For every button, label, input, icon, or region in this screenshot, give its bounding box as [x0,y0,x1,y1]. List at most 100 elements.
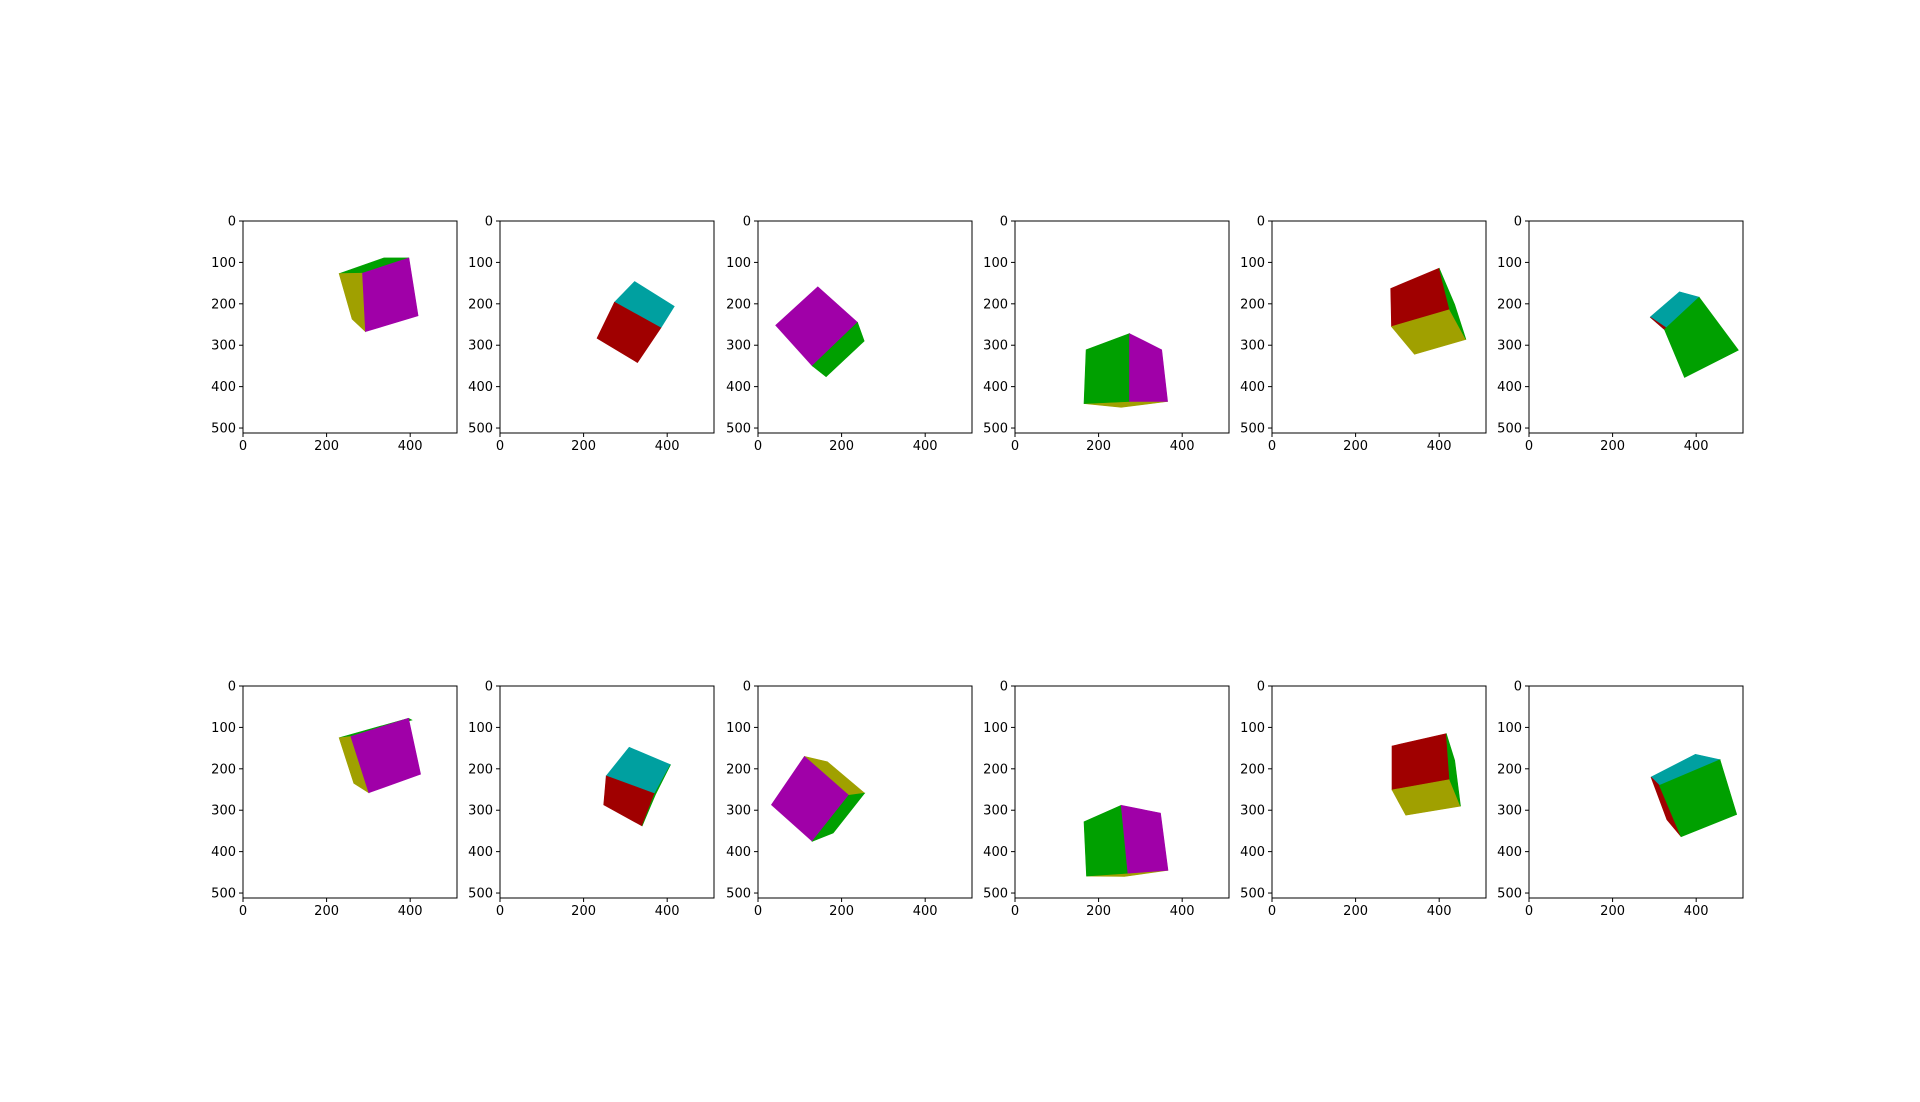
y-tick-label: 500 [726,422,751,437]
y-tick-label: 100 [468,721,493,736]
y-tick-label: 400 [468,845,493,860]
subplot-6: 0 200 400 0 100 200 300 400 500 [1497,215,1744,454]
axes-frame [242,685,458,899]
subplot-9: 0 200 400 0 100 200 300 400 500 [726,680,973,919]
y-tick-label: 400 [468,380,493,395]
rendered-cube-image [1083,333,1168,408]
x-tick-label: 200 [1343,904,1368,919]
x-tick-label: 400 [1427,439,1452,454]
y-tick-label: 0 [1000,680,1008,695]
y-tick-label: 100 [211,256,236,271]
x-tick-label: 0 [1268,439,1276,454]
cube-face-magenta [1120,804,1169,874]
subplot-3: 0 200 400 0 100 200 300 400 500 [726,215,973,454]
rendered-cube-image [603,746,671,827]
subplot-8: 0 200 400 0 100 200 300 400 500 [468,680,715,919]
y-tick-label: 400 [1497,380,1522,395]
x-tick-label: 200 [314,904,339,919]
y-tick-label: 500 [1497,422,1522,437]
x-tick-label: 0 [754,904,762,919]
y-tick-label: 100 [211,721,236,736]
y-tick-label: 300 [983,804,1008,819]
cube-face-red [596,301,662,364]
x-tick-label: 400 [1170,904,1195,919]
rendered-cube-image [1650,753,1738,838]
cube-face-green [1446,733,1461,807]
y-tick-label: 0 [743,215,751,230]
y-tick-label: 200 [726,297,751,312]
axes-frame [757,220,973,434]
y-tick-label: 500 [211,887,236,902]
x-tick-label: 0 [239,439,247,454]
cube-face-green [1438,268,1467,340]
x-tick-label: 200 [829,439,854,454]
rendered-cube-image [1391,733,1461,816]
x-tick-label: 400 [913,439,938,454]
axes-frame [1528,685,1744,899]
y-tick-label: 200 [468,297,493,312]
rendered-cube-image [1083,804,1169,877]
x-tick-label: 0 [496,904,504,919]
x-tick-label: 200 [829,904,854,919]
axes-frame [1271,220,1487,434]
rendered-cube-image [596,281,675,364]
cube-face-green [1659,759,1738,838]
y-tick-label: 100 [468,256,493,271]
cube-face-magenta [1129,333,1168,402]
subplot-4: 0 200 400 0 100 200 300 400 500 [983,215,1230,454]
x-tick-label: 200 [1343,439,1368,454]
axes-frame [1528,220,1744,434]
axes-frame [1271,685,1487,899]
y-tick-label: 300 [468,339,493,354]
rendered-cube-image [338,717,421,794]
rendered-cube-image [775,286,865,378]
y-tick-label: 300 [1240,339,1265,354]
x-tick-label: 0 [1268,904,1276,919]
cube-face-green [641,764,671,827]
y-tick-label: 100 [983,256,1008,271]
y-tick-label: 200 [983,762,1008,777]
subplot-10: 0 200 400 0 100 200 300 400 500 [983,680,1230,919]
y-tick-label: 500 [983,422,1008,437]
x-tick-label: 400 [913,904,938,919]
x-tick-label: 200 [1086,904,1111,919]
cube-face-green [811,792,866,842]
y-tick-label: 400 [983,845,1008,860]
y-tick-label: 300 [211,339,236,354]
subplot-1: 0 200 400 0 100 200 300 400 500 [211,215,458,454]
y-tick-label: 400 [211,380,236,395]
x-tick-label: 400 [398,439,423,454]
x-tick-label: 0 [754,439,762,454]
x-tick-label: 400 [1684,439,1709,454]
y-tick-label: 400 [211,845,236,860]
y-tick-label: 500 [468,422,493,437]
y-tick-label: 200 [211,297,236,312]
cube-face-green [1664,296,1739,378]
x-tick-label: 200 [1600,439,1625,454]
subplot-12: 0 200 400 0 100 200 300 400 500 [1497,680,1744,919]
y-tick-label: 200 [1497,762,1522,777]
y-tick-label: 100 [726,256,751,271]
y-tick-label: 300 [211,804,236,819]
cube-face-green [811,321,865,378]
subplot-5: 0 200 400 0 100 200 300 400 500 [1240,215,1487,454]
y-tick-label: 0 [485,215,493,230]
x-tick-label: 0 [496,439,504,454]
y-tick-label: 500 [468,887,493,902]
y-tick-label: 100 [1240,721,1265,736]
x-tick-label: 200 [571,904,596,919]
y-tick-label: 500 [983,887,1008,902]
y-tick-label: 200 [1497,297,1522,312]
y-tick-label: 0 [485,680,493,695]
y-tick-label: 500 [726,887,751,902]
axes-frame [499,220,715,434]
y-tick-label: 200 [468,762,493,777]
y-tick-label: 500 [1497,887,1522,902]
axes-frame [1014,685,1230,899]
y-tick-label: 100 [1497,256,1522,271]
x-tick-label: 400 [1170,439,1195,454]
rendered-cube-image [338,257,419,333]
